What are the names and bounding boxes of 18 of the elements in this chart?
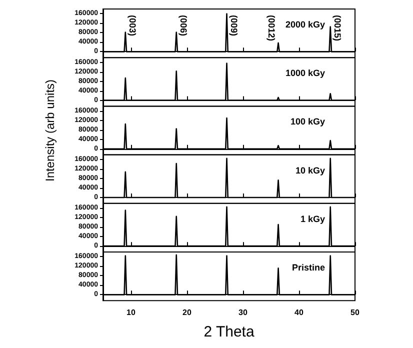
x-tick-label: 10 — [126, 308, 136, 318]
annotation: 2000 kGy — [285, 20, 326, 30]
x-tick-label: 40 — [294, 308, 304, 318]
x-tick-label: 50 — [350, 308, 360, 318]
annotation: (009) — [228, 15, 239, 36]
annotation: (0012) — [266, 15, 276, 42]
annotation: 100 kGy — [290, 116, 326, 127]
x-tick-label: 30 — [238, 308, 248, 318]
x-axis-title: 2 Theta — [204, 324, 255, 341]
annotation: Pristine — [292, 262, 326, 272]
annotation: (0015) — [332, 15, 342, 42]
annotation: 1 kGy — [300, 214, 326, 224]
y-axis-title: Intensity (arb units) — [43, 79, 57, 182]
annotation: (006) — [178, 15, 188, 36]
annotation: 1000 kGy — [285, 68, 326, 78]
x-tick-label: 20 — [182, 308, 192, 318]
annotation: 10 kGy — [295, 165, 326, 176]
annotation: (003) — [127, 15, 138, 36]
